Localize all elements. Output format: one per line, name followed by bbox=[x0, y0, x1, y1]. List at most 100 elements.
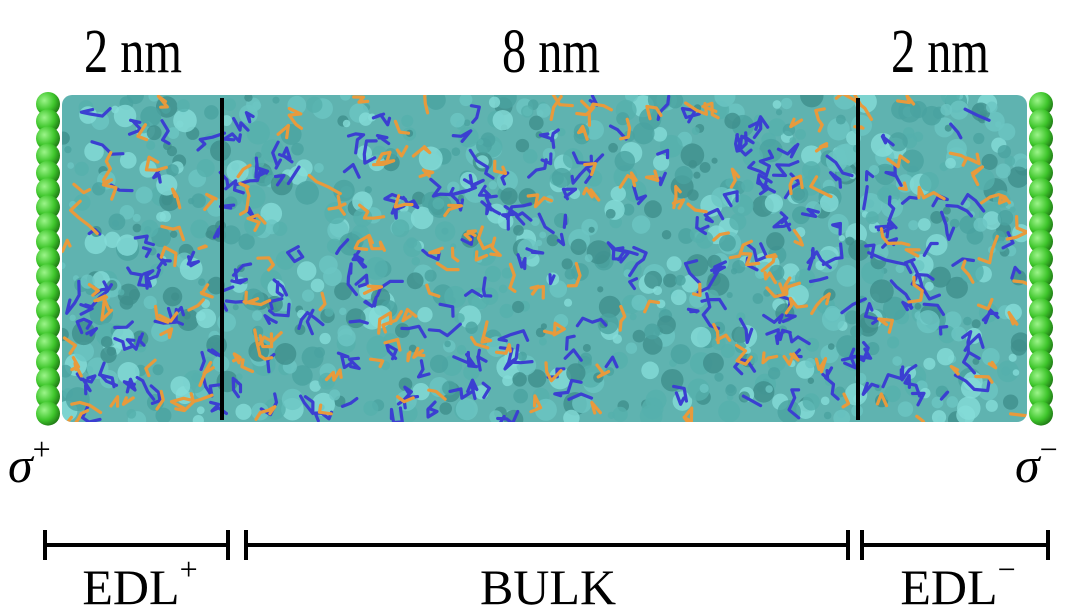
solvent-blob bbox=[426, 90, 446, 110]
solvent-blob bbox=[197, 406, 205, 414]
solvent-blob bbox=[363, 401, 378, 416]
solvent-blob bbox=[766, 232, 784, 250]
solvent-blob bbox=[724, 113, 740, 129]
solvent-blob bbox=[808, 378, 814, 384]
solvent-blob bbox=[892, 356, 902, 366]
solvent-blob bbox=[836, 115, 846, 125]
solvent-blob bbox=[725, 385, 736, 396]
solvent-blob bbox=[821, 397, 830, 406]
solvent-blob bbox=[714, 373, 723, 382]
solvent-blob bbox=[295, 181, 319, 205]
solvent-blob bbox=[982, 154, 998, 170]
solvent-blob bbox=[222, 225, 241, 244]
solvent-blob bbox=[943, 207, 951, 215]
solvent-blob bbox=[439, 402, 452, 415]
ion bbox=[199, 246, 206, 249]
solvent-blob bbox=[226, 160, 248, 182]
solvent-blob bbox=[314, 163, 324, 173]
solvent-blob bbox=[456, 398, 478, 420]
solvent-blob bbox=[236, 373, 243, 380]
solvent-blob bbox=[653, 286, 662, 295]
solvent-blob bbox=[141, 220, 159, 238]
solvent-blob bbox=[789, 137, 796, 144]
solvent-blob bbox=[1001, 367, 1010, 376]
width-label: 2 nm bbox=[84, 17, 182, 86]
solvent-blob bbox=[925, 282, 934, 291]
solvent-blob bbox=[365, 257, 388, 280]
solvent-blob bbox=[442, 381, 457, 396]
solvent-blob bbox=[485, 266, 501, 282]
solvent-blob bbox=[481, 132, 496, 147]
solvent-blob bbox=[805, 358, 815, 368]
solvent-blob bbox=[252, 311, 262, 321]
solvent-blob bbox=[571, 239, 587, 255]
solvent-blob bbox=[652, 127, 667, 142]
solvent-blob bbox=[197, 159, 215, 177]
electrode-atom bbox=[36, 402, 60, 426]
solvent-blob bbox=[59, 262, 66, 269]
solvent-blob bbox=[188, 198, 194, 204]
solvent-blob bbox=[753, 293, 764, 304]
solvent-blob bbox=[100, 347, 116, 363]
region-label: BULK bbox=[480, 559, 616, 607]
solvent-blob bbox=[675, 166, 693, 184]
solvent-blob bbox=[198, 278, 205, 285]
electrode-label: σ− bbox=[1015, 431, 1058, 493]
ion bbox=[688, 309, 698, 312]
solvent-blob bbox=[973, 133, 984, 144]
solvent-blob bbox=[489, 97, 500, 108]
solvent-blob bbox=[136, 187, 153, 204]
solvent-blob bbox=[170, 231, 177, 238]
solvent-blob bbox=[687, 189, 698, 200]
solvent-blob bbox=[502, 375, 513, 386]
solvent-blob bbox=[513, 225, 524, 236]
solvent-blob bbox=[521, 105, 533, 117]
solvent-blob bbox=[671, 290, 687, 306]
solvent-blob bbox=[836, 265, 858, 287]
solvent-blob bbox=[140, 106, 161, 127]
solvent-blob bbox=[395, 323, 410, 338]
solvent-blob bbox=[896, 264, 905, 273]
solvent-blob bbox=[998, 145, 1011, 158]
sign: + bbox=[33, 431, 51, 467]
solvent-blob bbox=[986, 400, 998, 412]
solvent-blob bbox=[700, 162, 711, 173]
solvent-blob bbox=[401, 115, 413, 127]
solvent-blob bbox=[945, 158, 956, 169]
solvent-blob bbox=[432, 198, 444, 210]
solvent-blob bbox=[870, 279, 894, 303]
solvent-blob bbox=[499, 285, 507, 293]
solvent-blob bbox=[768, 367, 780, 379]
solvent-blob bbox=[493, 110, 513, 130]
solvent-blob bbox=[417, 307, 432, 322]
solvent-blob bbox=[319, 255, 338, 274]
solvent-blob bbox=[632, 215, 650, 233]
solvent-blob bbox=[430, 355, 448, 373]
solvent-blob bbox=[585, 254, 593, 262]
solvent-blob bbox=[340, 90, 351, 101]
solvent-blob bbox=[319, 333, 330, 344]
solvent-blob bbox=[272, 97, 279, 104]
solvent-blob bbox=[531, 217, 540, 226]
solvent-blob bbox=[562, 258, 573, 269]
solvent-blob bbox=[114, 105, 136, 127]
solvent-blob bbox=[795, 129, 806, 140]
solvent-blob bbox=[884, 386, 901, 403]
solvent-blob bbox=[923, 358, 935, 370]
solvent-blob bbox=[133, 224, 142, 233]
solvent-blob bbox=[171, 292, 179, 300]
solvent-blob bbox=[488, 181, 497, 190]
solvent-blob bbox=[946, 396, 958, 408]
solvent-blob bbox=[630, 313, 637, 320]
solvent-blob bbox=[177, 99, 190, 112]
solvent-blob bbox=[512, 301, 524, 313]
solvent-blob bbox=[205, 230, 213, 238]
solvent-blob bbox=[193, 415, 204, 426]
solvent-blob bbox=[836, 335, 859, 358]
solvent-blob bbox=[836, 148, 846, 158]
symbol: σ bbox=[1015, 437, 1042, 493]
solvent-blob bbox=[444, 341, 451, 348]
solvent-blob bbox=[146, 141, 155, 150]
solvent-blob bbox=[644, 324, 660, 340]
solvent-blob bbox=[126, 409, 136, 419]
